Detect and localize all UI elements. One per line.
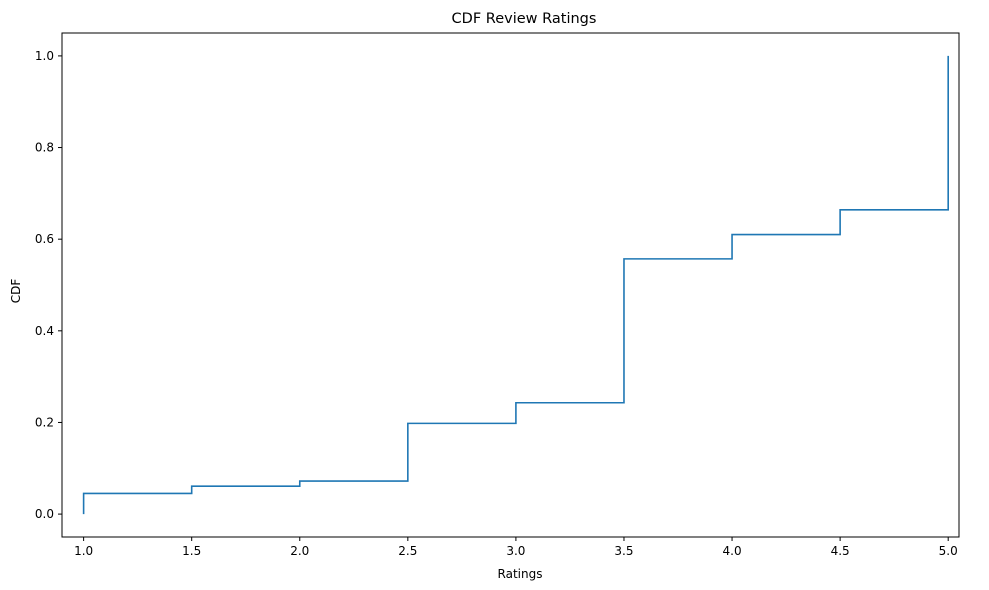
x-tick-label: 4.0 bbox=[723, 544, 742, 558]
x-tick-label: 4.5 bbox=[831, 544, 850, 558]
axes-frame bbox=[61, 32, 960, 538]
x-axis-label: Ratings bbox=[498, 567, 543, 581]
y-tick-label: 0.6 bbox=[35, 232, 54, 246]
x-axis-ticks: 1.0 1.5 2.0 2.5 3.0 3.5 4.0 4.5 5.0 bbox=[74, 537, 958, 558]
x-tick-label: 3.5 bbox=[614, 544, 633, 558]
y-axis-label: CDF bbox=[9, 279, 23, 304]
x-tick-label: 1.5 bbox=[182, 544, 201, 558]
y-tick-label: 0.0 bbox=[35, 507, 54, 521]
x-tick-label: 2.0 bbox=[290, 544, 309, 558]
x-tick-label: 2.5 bbox=[398, 544, 417, 558]
chart-title: CDF Review Ratings bbox=[452, 11, 597, 27]
x-tick-label: 3.0 bbox=[506, 544, 525, 558]
y-tick-label: 0.4 bbox=[35, 324, 54, 338]
y-tick-label: 1.0 bbox=[35, 49, 54, 63]
x-tick-label: 5.0 bbox=[939, 544, 958, 558]
plot-area bbox=[61, 32, 960, 538]
y-tick-label: 0.2 bbox=[35, 415, 54, 429]
y-tick-label: 0.8 bbox=[35, 141, 54, 155]
x-tick-label: 1.0 bbox=[74, 544, 93, 558]
cdf-step-line bbox=[82, 55, 949, 515]
y-axis-ticks: 0.0 0.2 0.4 0.6 0.8 1.0 bbox=[35, 49, 62, 521]
